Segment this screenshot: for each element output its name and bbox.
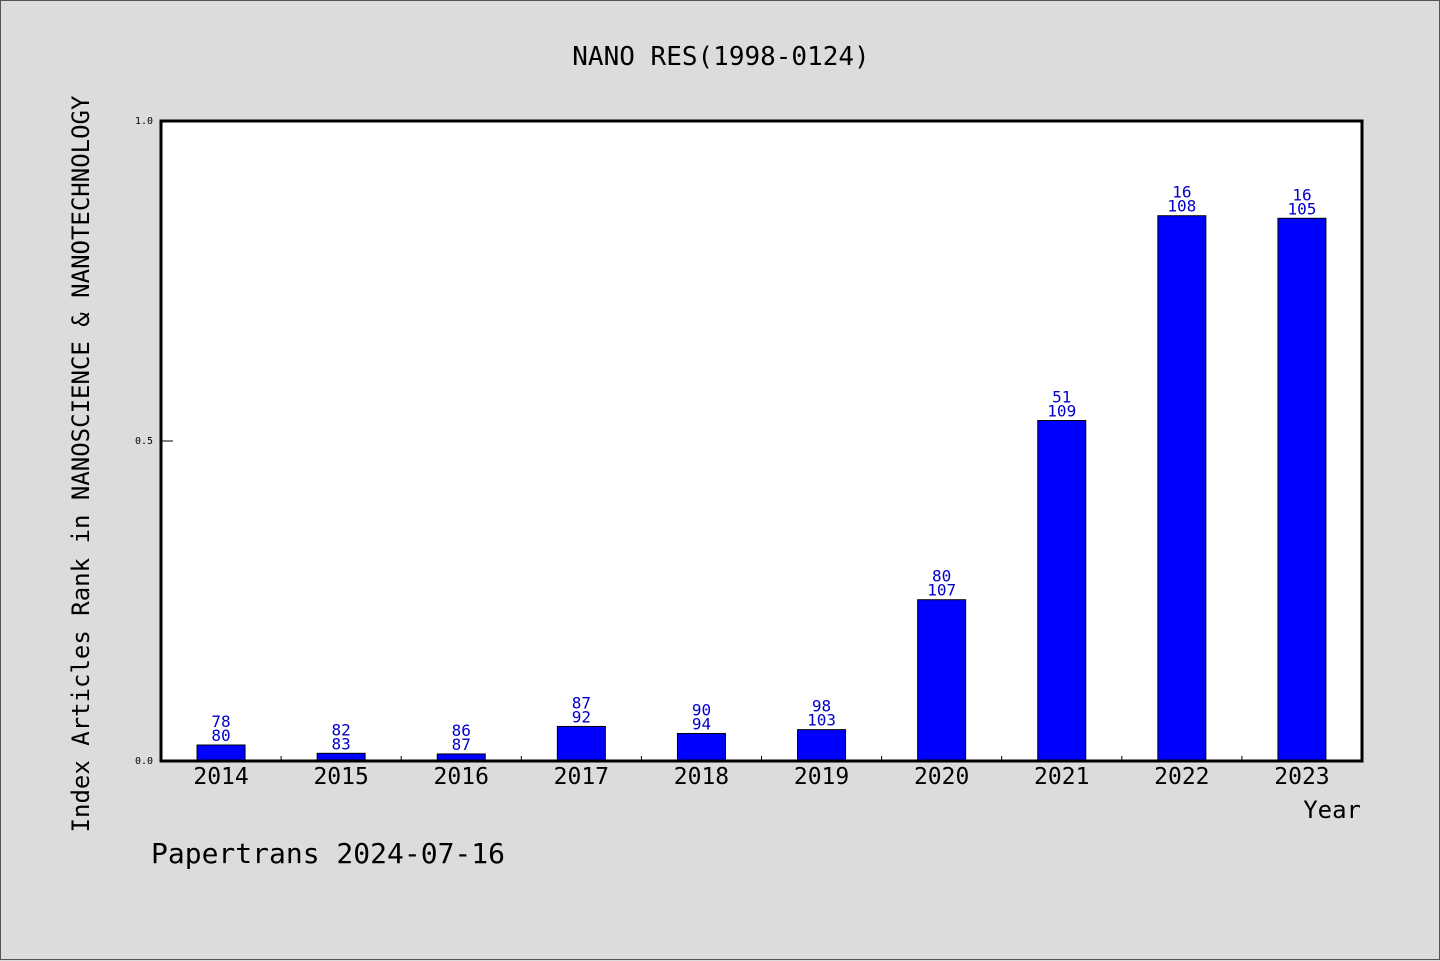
data-label-rank: 86 — [452, 721, 471, 740]
y-tick-label: 1.0 — [135, 116, 153, 127]
data-label-total: 83 — [332, 734, 351, 753]
data-label-total: 87 — [452, 735, 471, 754]
x-tick-label: 2015 — [313, 764, 368, 790]
x-axis-label: Year — [1303, 796, 1361, 824]
x-tick-label: 2016 — [434, 764, 489, 790]
bar-2018 — [676, 732, 726, 762]
x-tick-label: 2023 — [1274, 764, 1329, 790]
data-label-rank: 16 — [1172, 183, 1191, 202]
bar-2020 — [917, 599, 967, 762]
y-tick-label: 0.0 — [135, 756, 153, 767]
x-tick-label: 2018 — [674, 764, 729, 790]
data-label-rank: 82 — [332, 720, 351, 739]
bar-2014 — [196, 744, 246, 762]
chart-title: NANO RES(1998-0124) — [572, 42, 869, 72]
plot-border — [159, 119, 1364, 763]
y-axis-label: Index Articles Rank in NANOSCIENCE & NAN… — [67, 95, 95, 832]
data-label-rank: 80 — [932, 567, 951, 586]
chart-marks: 0.00.51.07880201482832015868720168792201… — [135, 116, 1330, 790]
footer-text: Papertrans 2024-07-16 — [151, 837, 505, 870]
bar-2021 — [1037, 420, 1087, 762]
x-tick-label: 2021 — [1034, 764, 1089, 790]
data-label-rank: 98 — [812, 697, 831, 716]
data-label-total: 94 — [692, 714, 711, 733]
data-label-total: 103 — [807, 711, 836, 730]
data-label-total: 80 — [211, 726, 230, 745]
data-label-total: 107 — [927, 581, 956, 600]
x-tick-label: 2014 — [193, 764, 248, 790]
bar-2023 — [1277, 217, 1327, 762]
x-tick-label: 2020 — [914, 764, 969, 790]
bar-2022 — [1157, 215, 1207, 762]
data-label-rank: 16 — [1292, 185, 1311, 204]
bar-2017 — [556, 725, 606, 762]
x-tick-label: 2019 — [794, 764, 849, 790]
bar-2019 — [797, 729, 847, 762]
data-label-rank: 87 — [572, 693, 591, 712]
data-label-total: 109 — [1047, 402, 1076, 421]
data-label-total: 108 — [1167, 197, 1196, 216]
data-label-rank: 78 — [211, 712, 230, 731]
x-tick-label: 2022 — [1154, 764, 1209, 790]
data-label-rank: 51 — [1052, 388, 1071, 407]
y-tick-label: 0.5 — [135, 436, 153, 447]
data-label-rank: 90 — [692, 700, 711, 719]
data-label-total: 105 — [1287, 199, 1316, 218]
x-tick-label: 2017 — [554, 764, 609, 790]
data-label-total: 92 — [572, 707, 591, 726]
